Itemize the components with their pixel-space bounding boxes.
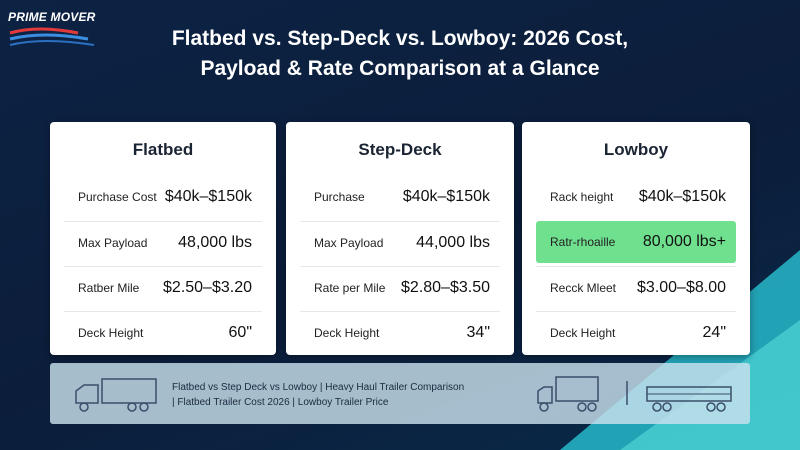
card-title: Lowboy bbox=[603, 140, 669, 159]
title: Flatbed vs. Step-Deck vs. Lowboy: 2026 C… bbox=[100, 24, 700, 84]
row-label: Purchase Cost bbox=[78, 190, 157, 204]
row-value: 24" bbox=[702, 324, 726, 341]
logo-text: PRIME MOVER bbox=[8, 10, 96, 24]
row-value: 44,000 lbs bbox=[416, 234, 490, 251]
row: Rack height $40k–$150k bbox=[536, 176, 736, 218]
row-label: Max Payload bbox=[78, 236, 148, 250]
row: Deck Height 34" bbox=[300, 311, 500, 354]
title-line: Payload & Rate Comparison at a Glance bbox=[200, 57, 600, 80]
footer: Flatbed vs Step Deck vs Lowboy | Heavy H… bbox=[50, 363, 750, 424]
logo-waves bbox=[9, 27, 95, 46]
card: Flatbed Purchase Cost $40k–$150k Max Payloa… bbox=[50, 122, 276, 355]
row-value: 60" bbox=[228, 324, 252, 341]
row-label: Ratr-rhoaille bbox=[550, 235, 616, 249]
row-label: Deck Height bbox=[314, 326, 380, 340]
footer-text: Flatbed vs Step Deck vs Lowboy | Heavy H… bbox=[172, 380, 464, 410]
row-value: $40k–$150k bbox=[402, 188, 490, 205]
row-label: Recck Mleet bbox=[550, 281, 617, 295]
row: Max Payload 48,000 lbs bbox=[64, 221, 262, 264]
row: Purchase $40k–$150k bbox=[300, 176, 500, 218]
row-value: $2.80–$3.50 bbox=[401, 279, 490, 296]
row: Purchase Cost $40k–$150k bbox=[64, 176, 262, 218]
title-line: Flatbed vs. Step-Deck vs. Lowboy: 2026 C… bbox=[171, 27, 629, 50]
row-label: Deck Height bbox=[550, 326, 616, 340]
trailer-icon bbox=[626, 381, 732, 412]
card-title: Flatbed bbox=[132, 140, 194, 159]
row-value: 80,000 lbs+ bbox=[642, 233, 726, 250]
row-value: 48,000 lbs bbox=[178, 234, 252, 251]
row-value: $40k–$150k bbox=[638, 188, 726, 205]
row-label: Rack height bbox=[550, 190, 614, 204]
row: Max Payload 44,000 lbs bbox=[300, 221, 500, 264]
row-value: 34" bbox=[466, 324, 490, 341]
row-label: Deck Height bbox=[78, 326, 144, 340]
card: Lowboy Rack height $40k–$150k Ratr-rhoaille… bbox=[522, 122, 750, 355]
row: Ratr-rhoaille 80,000 lbs+ bbox=[536, 221, 736, 263]
truck-icon bbox=[537, 376, 599, 412]
row-label: Ratber Mile bbox=[78, 281, 140, 295]
row: Recck Mleet $3.00–$8.00 bbox=[536, 266, 736, 309]
footer-line: | Flatbed Trailer Cost 2026 | Lowboy Tra… bbox=[172, 397, 389, 408]
card: Step-Deck Purchase $40k–$150k Max Payload 44… bbox=[286, 122, 514, 355]
row: Ratber Mile $2.50–$3.20 bbox=[64, 266, 262, 309]
row: Rate per Mile $2.80–$3.50 bbox=[300, 266, 500, 309]
row-value: $2.50–$3.20 bbox=[163, 279, 252, 296]
row-value: $3.00–$8.00 bbox=[637, 279, 726, 296]
logo: PRIME MOVER bbox=[8, 10, 98, 46]
row-label: Purchase bbox=[314, 190, 365, 204]
row: Deck Height 60" bbox=[64, 311, 262, 354]
row-label: Rate per Mile bbox=[314, 281, 386, 295]
row-value: $40k–$150k bbox=[164, 188, 252, 205]
row: Deck Height 24" bbox=[536, 311, 736, 354]
footer-line: Flatbed vs Step Deck vs Lowboy | Heavy H… bbox=[172, 382, 465, 393]
truck-icon bbox=[75, 378, 157, 412]
row-label: Max Payload bbox=[314, 236, 384, 250]
card-title: Step-Deck bbox=[358, 140, 442, 159]
